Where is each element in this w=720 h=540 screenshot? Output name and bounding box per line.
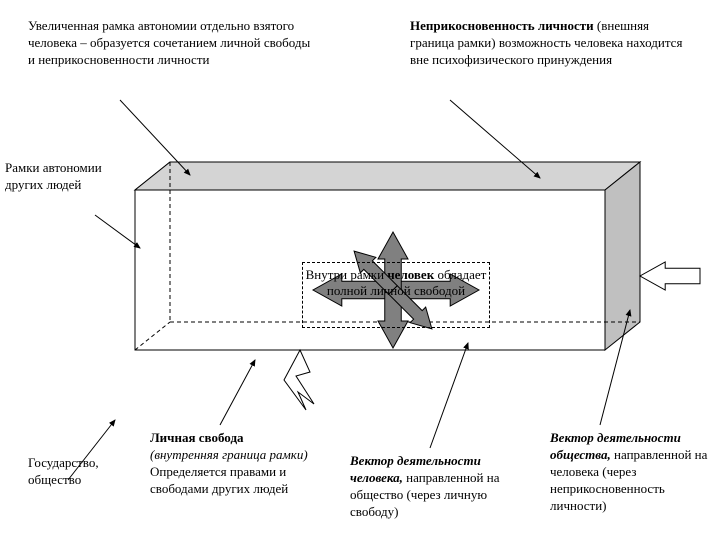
label-personal-freedom: Личная свобода (внутренняя граница рамки… (150, 430, 330, 498)
inviolability-bold: Неприкосновенность личности (410, 18, 594, 33)
center-bold: человек (387, 267, 434, 282)
diagram-canvas: Увеличенная рамка автономии отдельно взя… (0, 0, 720, 540)
label-enlarged-frame: Увеличенная рамка автономии отдельно взя… (28, 18, 318, 69)
label-others-frames: Рамки автономии других людей (5, 160, 115, 194)
label-inviolability: Неприкосновенность личности (внешняя гра… (410, 18, 685, 69)
center-box: Внутри рамки человек обладает полной лич… (302, 262, 490, 328)
freedom-bold: Личная свобода (150, 430, 330, 447)
center-line1: Внутри рамки (306, 267, 388, 282)
freedom-rest: Определяется правами и свободами других … (150, 464, 330, 498)
label-vector-society: Вектор деятельности общества, направленн… (550, 430, 715, 514)
label-state: Государство, общество (28, 455, 118, 489)
freedom-italic: (внутренняя граница рамки) (150, 447, 330, 464)
label-vector-person: Вектор деятельности человека, направленн… (350, 453, 520, 521)
